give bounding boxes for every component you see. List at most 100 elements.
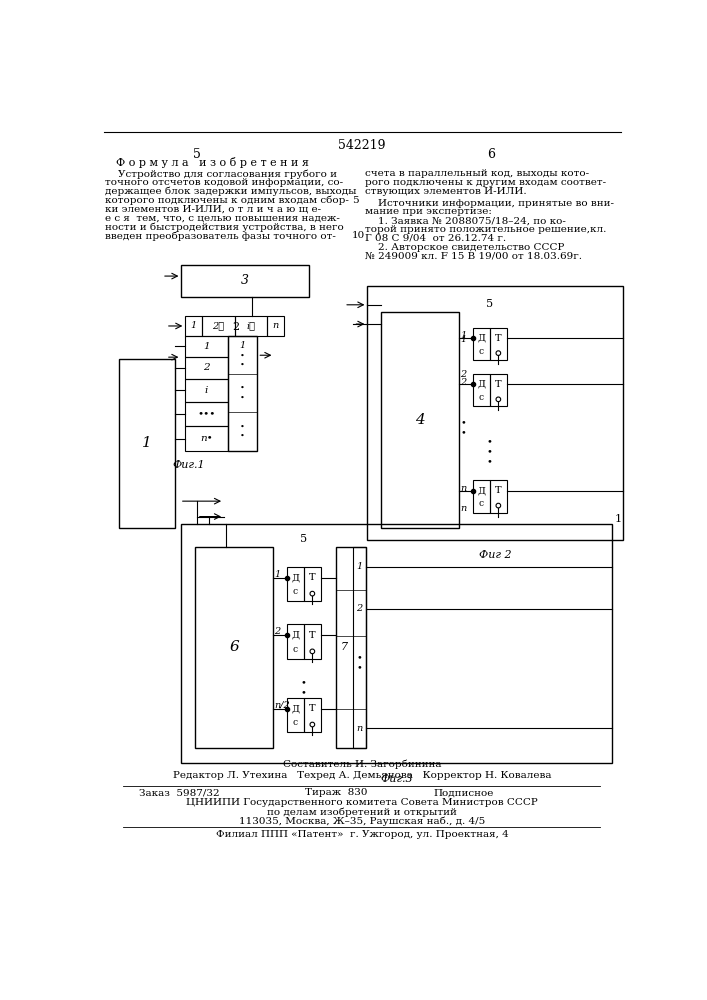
Bar: [304, 698, 321, 732]
Bar: [490, 374, 507, 406]
Text: •
•: • •: [356, 653, 362, 673]
Text: n: n: [460, 504, 467, 513]
Text: •
•: • •: [240, 384, 245, 401]
Text: торой принято положительное решение,кл.: торой принято положительное решение,кл.: [365, 225, 607, 234]
Text: Т: Т: [495, 486, 502, 495]
Text: 1: 1: [142, 436, 152, 450]
Text: 2: 2: [460, 370, 467, 379]
Text: •••: •••: [197, 410, 216, 419]
Bar: [304, 624, 321, 659]
Text: 2. Авторское свидетельство СССР: 2. Авторское свидетельство СССР: [365, 243, 564, 252]
Text: 6: 6: [229, 640, 239, 654]
Text: Редактор Л. Утехина   Техред А. Демьянова   Корректор Н. Ковалева: Редактор Л. Утехина Техред А. Демьянова …: [173, 771, 551, 780]
Text: 2: 2: [232, 322, 239, 332]
Text: •
•: • •: [460, 418, 466, 438]
Text: Д: Д: [291, 704, 299, 713]
Text: Источники информации, принятые во вни-: Источники информации, принятые во вни-: [365, 199, 614, 208]
Text: 1: 1: [203, 342, 210, 351]
Bar: [490, 328, 507, 360]
Text: Филиал ППП «Патент»  г. Ужгород, ул. Проектная, 4: Филиал ППП «Патент» г. Ужгород, ул. Прое…: [216, 830, 508, 839]
Text: 2: 2: [460, 378, 467, 387]
Text: 5: 5: [300, 534, 308, 544]
Bar: [353, 547, 366, 748]
Text: Устройство для согласования грубого и: Устройство для согласования грубого и: [105, 169, 337, 179]
Text: 1: 1: [356, 562, 362, 571]
Text: Тираж  830: Тираж 830: [305, 788, 368, 797]
Text: 5: 5: [193, 148, 201, 161]
Text: 1: 1: [614, 514, 621, 524]
Text: введен преобразователь фазы точного от-: введен преобразователь фазы точного от-: [105, 231, 337, 241]
Text: 5: 5: [486, 299, 493, 309]
Text: Д: Д: [477, 486, 485, 495]
Bar: [235, 316, 267, 336]
Bar: [304, 567, 321, 601]
Text: 1. Заявка № 2088075/18–24, по ко-: 1. Заявка № 2088075/18–24, по ко-: [365, 216, 566, 225]
Text: Т: Т: [495, 334, 502, 343]
Text: с: с: [479, 347, 484, 356]
Text: Составитель И. Загорбинина: Составитель И. Загорбинина: [283, 760, 441, 769]
Text: 1: 1: [240, 341, 246, 350]
Text: n: n: [356, 724, 362, 733]
Bar: [473, 374, 490, 406]
Text: •
•: • •: [301, 678, 307, 698]
Bar: [202, 316, 235, 336]
Bar: [267, 316, 284, 336]
Text: 10: 10: [352, 231, 365, 240]
Text: 5: 5: [352, 196, 358, 205]
Text: Т: Т: [495, 380, 502, 389]
Text: рого подключены к другим входам соответ-: рого подключены к другим входам соответ-: [365, 178, 606, 187]
Text: Т: Т: [309, 573, 315, 582]
Bar: [337, 547, 366, 748]
Text: •
•
•: • • •: [487, 437, 493, 467]
Text: ки элементов И-ИЛИ, о т л и ч а ю щ е-: ки элементов И-ИЛИ, о т л и ч а ю щ е-: [105, 205, 322, 214]
Text: 1: 1: [460, 335, 467, 344]
Text: Подписное: Подписное: [433, 788, 493, 797]
Text: с: с: [293, 718, 298, 727]
Text: 7: 7: [341, 642, 348, 652]
Text: ствующих элементов И-ИЛИ.: ствующих элементов И-ИЛИ.: [365, 187, 527, 196]
Bar: [490, 480, 507, 513]
Text: n•: n•: [200, 434, 213, 443]
Text: точного отсчетов кодовой информации, со-: точного отсчетов кодовой информации, со-: [105, 178, 344, 187]
Text: мание при экспертизе:: мание при экспертизе:: [365, 207, 492, 216]
Bar: [185, 379, 228, 402]
Text: n/2: n/2: [274, 701, 290, 710]
Text: ности и быстродействия устройства, в него: ности и быстродействия устройства, в нег…: [105, 222, 344, 232]
Bar: [368, 286, 623, 540]
Text: которого подключены к одним входам сбор-: которого подключены к одним входам сбор-: [105, 196, 349, 205]
Text: 6: 6: [487, 148, 496, 161]
Text: с: с: [479, 499, 484, 508]
Text: с: с: [293, 587, 298, 596]
Text: 542219: 542219: [338, 139, 386, 152]
Text: Фиг 2: Фиг 2: [479, 550, 512, 560]
Bar: [185, 336, 228, 357]
Text: 1: 1: [191, 321, 197, 330]
Text: Фиг.3: Фиг.3: [380, 774, 413, 784]
Text: с: с: [479, 393, 484, 402]
Text: 113035, Москва, Ж–35, Раушская наб., д. 4/5: 113035, Москва, Ж–35, Раушская наб., д. …: [239, 817, 485, 826]
Text: держащее блок задержки импульсов, выходы: держащее блок задержки импульсов, выходы: [105, 187, 357, 196]
Text: с: с: [293, 645, 298, 654]
Bar: [228, 336, 257, 451]
Text: n: n: [273, 321, 279, 330]
Bar: [182, 524, 612, 763]
Text: Т: Т: [309, 704, 315, 713]
Text: Д: Д: [291, 573, 299, 582]
Text: счета в параллельный код, выходы кото-: счета в параллельный код, выходы кото-: [365, 169, 589, 178]
Text: Г 08 С 9/04  от 26.12.74 г.: Г 08 С 9/04 от 26.12.74 г.: [365, 234, 506, 243]
Text: •
•: • •: [240, 352, 245, 369]
Bar: [185, 426, 228, 451]
Text: 4: 4: [415, 413, 425, 427]
Bar: [287, 624, 304, 659]
Text: Д: Д: [477, 380, 485, 389]
Bar: [287, 567, 304, 601]
Text: Д: Д: [291, 631, 299, 640]
Text: •
•: • •: [240, 423, 245, 440]
Bar: [473, 480, 490, 513]
Text: по делам изобретений и открытий: по делам изобретений и открытий: [267, 808, 457, 817]
Text: 3: 3: [241, 274, 250, 287]
Bar: [185, 316, 202, 336]
Text: Заказ  5987/32: Заказ 5987/32: [139, 788, 219, 797]
Text: 2: 2: [203, 363, 210, 372]
Text: 2⋯: 2⋯: [213, 321, 225, 330]
